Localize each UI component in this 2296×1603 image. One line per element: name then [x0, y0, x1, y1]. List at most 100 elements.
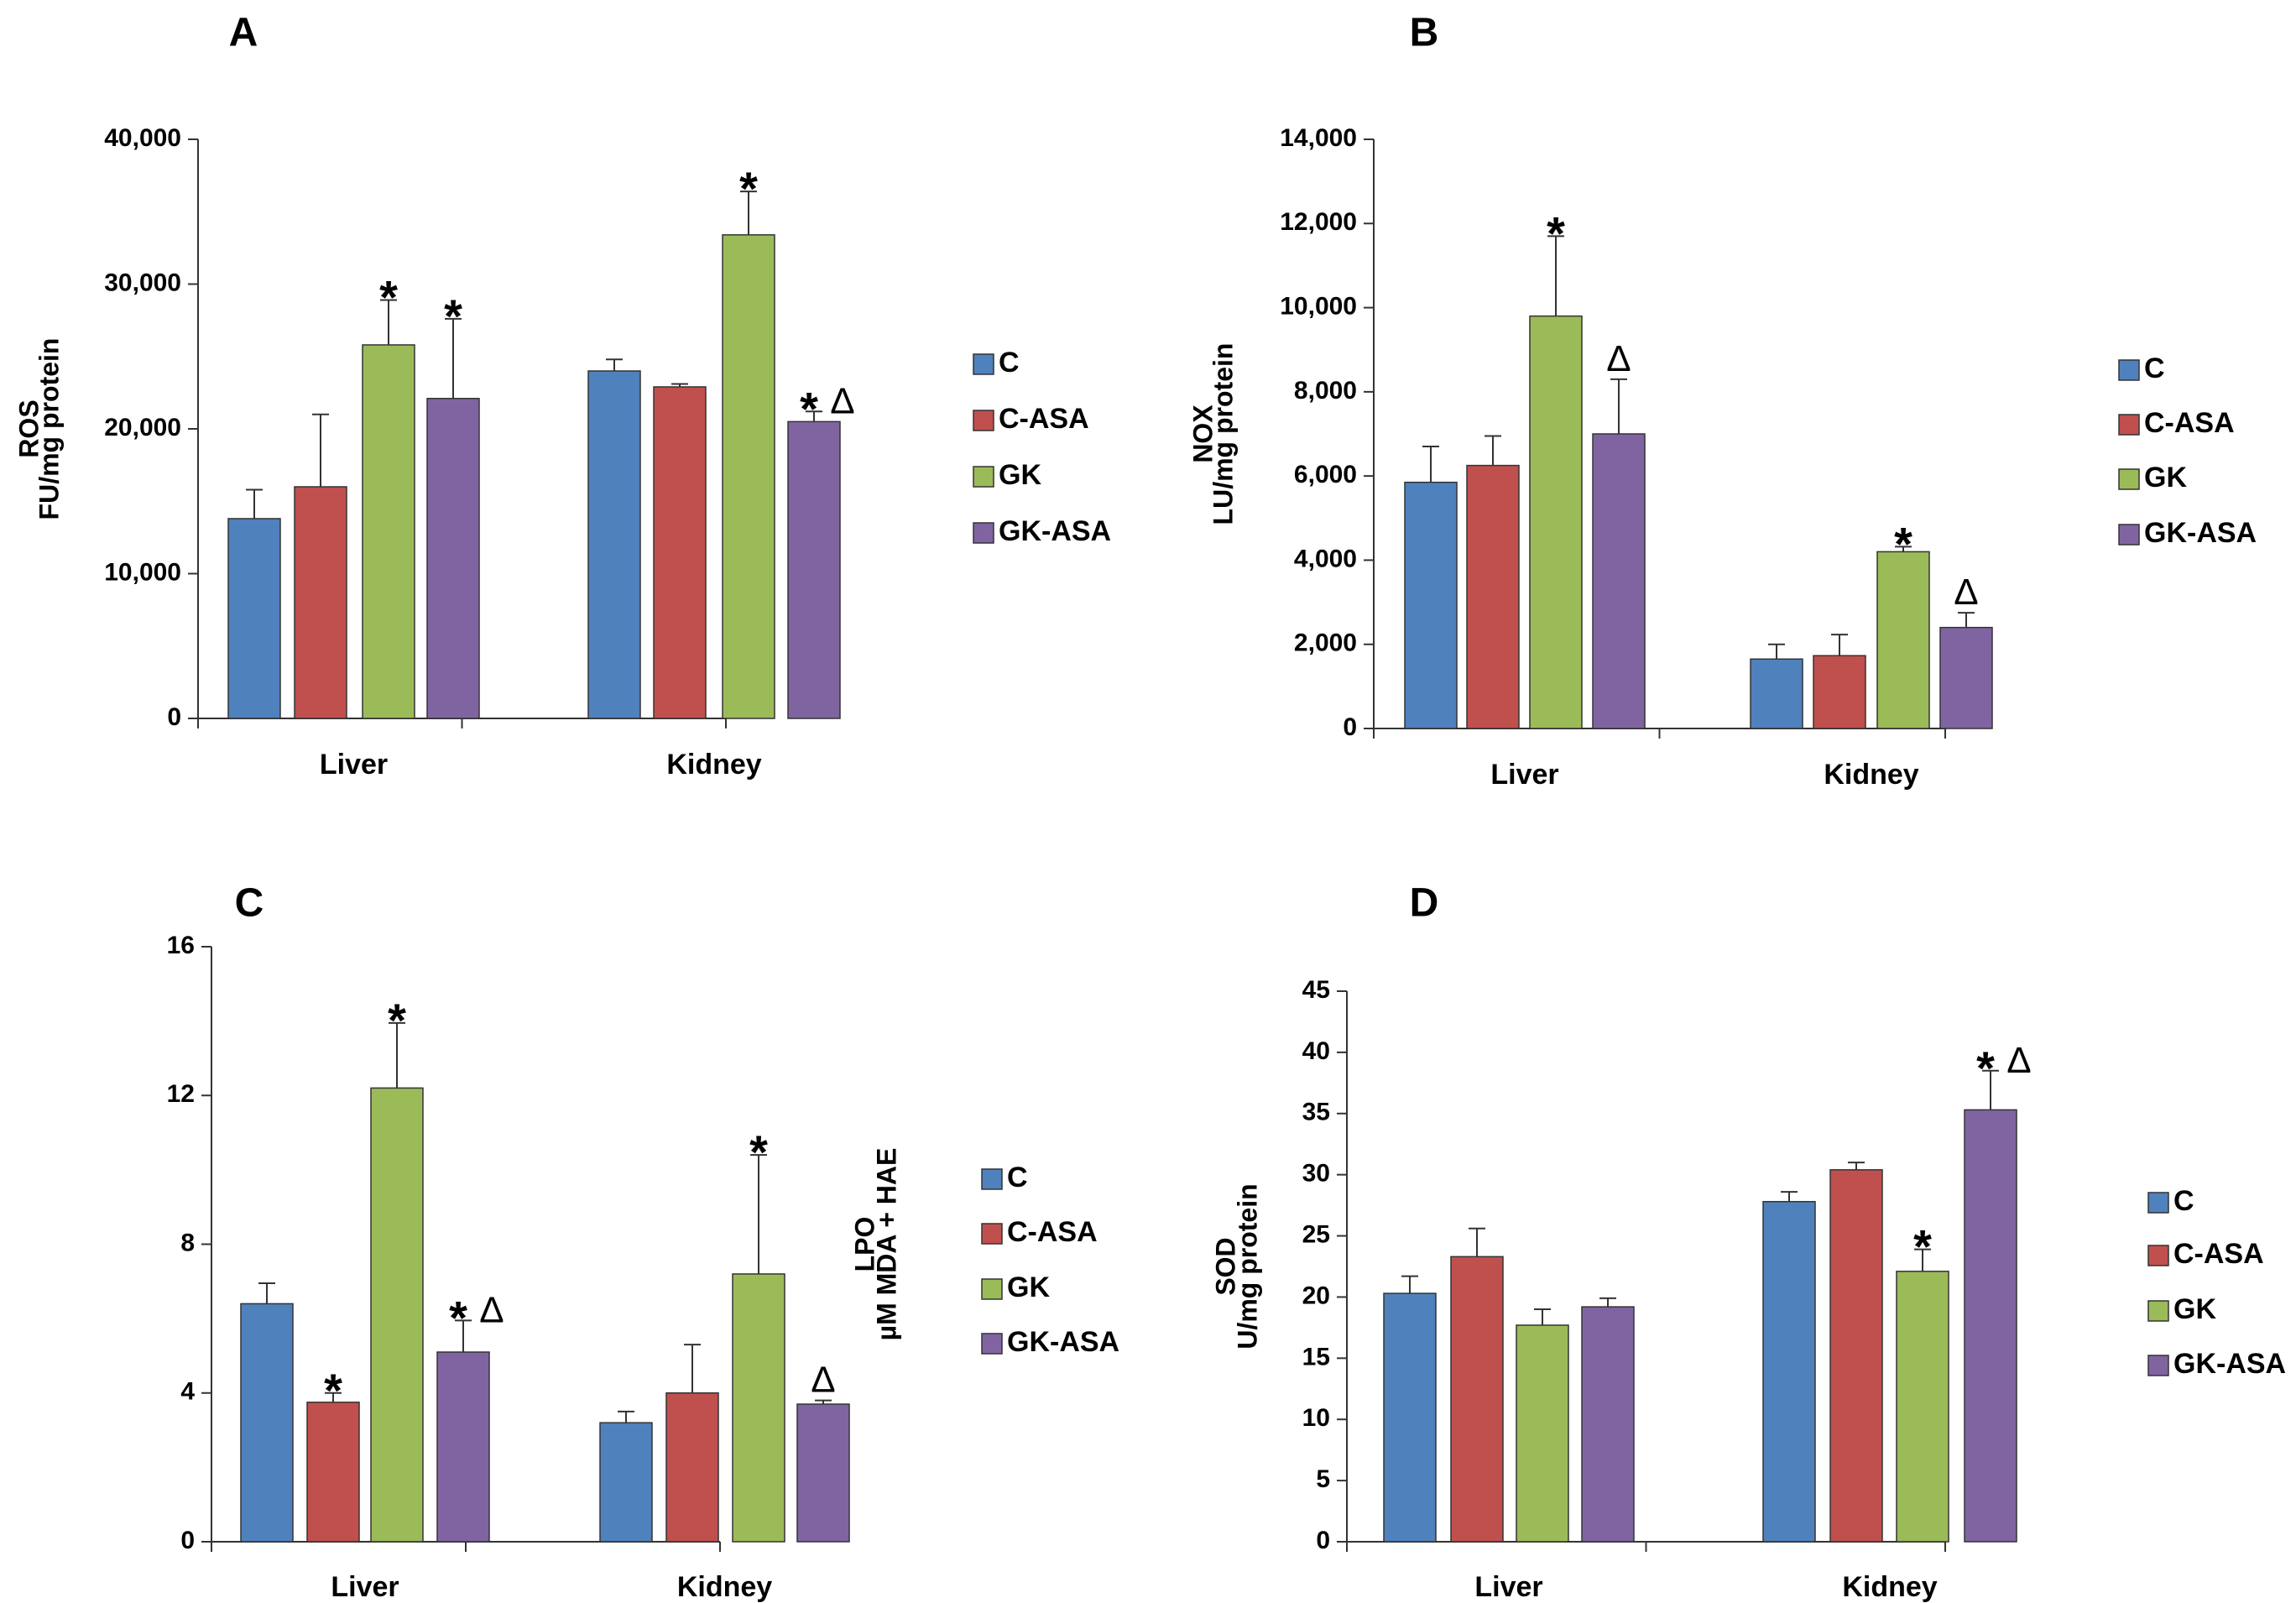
legend-swatch [2147, 1355, 2169, 1376]
y-tick-label: 0 [1343, 713, 1357, 741]
legend-label: GK [2173, 1293, 2216, 1325]
bar [1896, 1271, 1949, 1543]
legend-item: C [981, 1162, 1028, 1193]
legend-swatch [2147, 1192, 2169, 1214]
category-label: Kidney [1824, 759, 1918, 791]
legend-label: GK-ASA [1007, 1326, 1119, 1358]
y-tick-label: 20 [1302, 1282, 1330, 1309]
legend-item: C [2118, 352, 2165, 384]
bar [1876, 551, 1930, 729]
y-tick-label: 6,000 [1294, 461, 1357, 488]
bar [599, 1422, 653, 1543]
legend-swatch [2118, 359, 2140, 381]
legend-item: GK [981, 1271, 1050, 1303]
legend-label: C [2144, 352, 2165, 384]
legend-swatch [973, 466, 994, 488]
bar [1466, 464, 1520, 729]
significance-star: * [444, 290, 462, 342]
bar [1529, 315, 1583, 729]
legend-swatch [2118, 524, 2140, 546]
panel-letter: A [229, 11, 258, 55]
bar [787, 420, 841, 719]
y-tick-label: 10 [1302, 1404, 1330, 1432]
bar [1516, 1324, 1569, 1543]
legend-swatch [973, 353, 994, 375]
y-axis-label-units: µM MDA + HAE [871, 1148, 901, 1341]
category-label: Liver [1474, 1571, 1542, 1603]
significance-delta: Δ [2006, 1040, 2031, 1081]
significance-delta: Δ [1606, 338, 1631, 379]
bar [1450, 1256, 1504, 1543]
y-tick-label: 16 [167, 932, 195, 959]
significance-delta: Δ [479, 1289, 504, 1330]
y-tick-label: 10,000 [1280, 292, 1357, 320]
legend-swatch [973, 410, 994, 431]
significance-delta: Δ [811, 1360, 835, 1401]
legend-label: C [999, 347, 1020, 379]
legend-label: GK [1007, 1271, 1050, 1303]
bar [1829, 1169, 1883, 1543]
legend-item: C-ASA [2118, 407, 2235, 439]
y-axis-label: LPO [849, 1217, 879, 1272]
legend-item: C-ASA [973, 403, 1089, 435]
legend-label: C-ASA [2144, 407, 2235, 439]
bar [1592, 433, 1646, 729]
significance-star: * [449, 1291, 467, 1344]
significance-star: * [388, 994, 406, 1047]
legend-swatch [981, 1278, 1003, 1300]
bar [1939, 626, 1993, 729]
legend-item: C [2147, 1185, 2194, 1217]
legend-item: C [973, 347, 1020, 379]
significance-star: * [749, 1125, 768, 1178]
y-tick-label: 14,000 [1280, 124, 1357, 152]
significance-star: * [800, 382, 818, 435]
legend-label: GK [2144, 462, 2187, 493]
legend-label: GK-ASA [2173, 1348, 2286, 1380]
legend-item: GK-ASA [2118, 517, 2257, 549]
bar [1750, 658, 1803, 729]
bar [665, 1392, 719, 1543]
legend-swatch [981, 1223, 1003, 1245]
y-tick-label: 30,000 [104, 269, 181, 296]
significance-star: * [324, 1364, 342, 1417]
category-label: Liver [331, 1571, 399, 1603]
significance-star: * [1894, 517, 1912, 570]
legend-swatch [981, 1168, 1003, 1190]
y-tick-label: 0 [1316, 1527, 1330, 1554]
legend-swatch [973, 522, 994, 544]
bar [1813, 655, 1866, 729]
bar [1762, 1200, 1816, 1543]
significance-star: * [739, 162, 758, 215]
y-tick-label: 2,000 [1294, 629, 1357, 657]
legend-label: GK [999, 459, 1041, 491]
y-axis-label: SOD [1210, 1237, 1240, 1295]
y-tick-label: 15 [1302, 1343, 1330, 1371]
y-axis-label-units: U/mg protein [1232, 1183, 1262, 1349]
y-axis-label: ROS [13, 399, 44, 457]
legend-label: C-ASA [2173, 1238, 2264, 1270]
bar [362, 344, 415, 719]
legend-label: GK-ASA [999, 515, 1111, 547]
significance-delta: Δ [1954, 572, 1978, 613]
bar [370, 1087, 424, 1543]
y-tick-label: 4 [180, 1378, 195, 1406]
bar [732, 1273, 785, 1543]
y-tick-label: 4,000 [1294, 545, 1357, 572]
bar [1404, 481, 1458, 729]
legend-item: GK-ASA [2147, 1348, 2286, 1380]
legend-label: C [2173, 1185, 2194, 1217]
legend-item: GK-ASA [973, 515, 1111, 547]
y-axis-label: NOX [1187, 405, 1218, 463]
bar [227, 518, 281, 719]
y-tick-label: 30 [1302, 1160, 1330, 1188]
legend-label: C-ASA [1007, 1216, 1098, 1248]
y-tick-label: 8 [180, 1229, 195, 1256]
legend-label: C-ASA [999, 403, 1089, 435]
bar [436, 1351, 490, 1543]
significance-star: * [1547, 206, 1565, 259]
bar [653, 386, 707, 719]
bar [1964, 1109, 2017, 1543]
